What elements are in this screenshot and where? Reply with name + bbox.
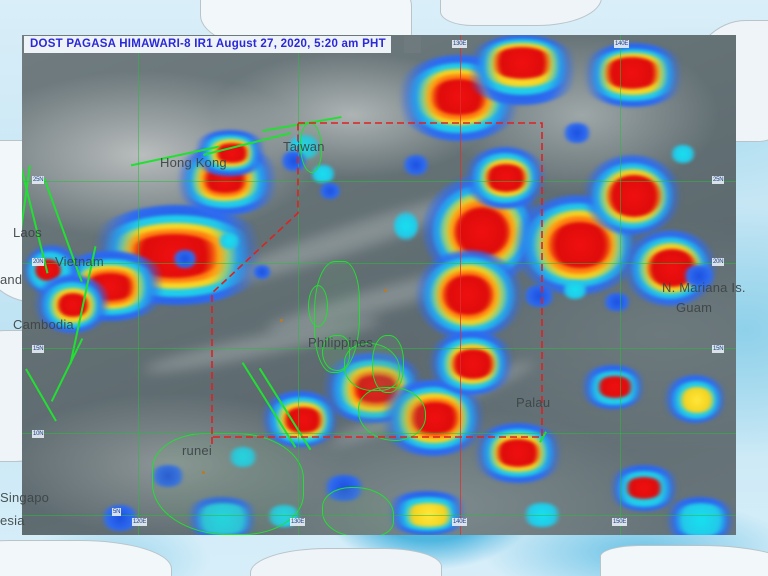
grid-label-20n: 20N — [32, 258, 45, 266]
convective-cell — [282, 407, 324, 433]
station-marker — [202, 471, 205, 474]
convective-cell — [402, 155, 430, 175]
convective-cell — [450, 349, 496, 379]
meridian-120e — [138, 35, 139, 535]
landmass-east-china — [440, 0, 602, 26]
grid-label-10n: 10N — [32, 430, 45, 438]
parallel-15n — [22, 348, 736, 349]
map-label-laos: Laos — [13, 225, 42, 240]
convective-cell — [484, 164, 528, 192]
map-label-taiwan: Taiwan — [283, 139, 325, 154]
convective-cell — [562, 123, 592, 143]
convective-cell — [490, 47, 554, 79]
convective-cell — [442, 275, 494, 315]
meridian-150e — [620, 35, 621, 535]
grid-label-15n: 15N — [712, 345, 725, 353]
convective-cell — [394, 211, 418, 241]
grid-label-25n: 25N — [32, 176, 45, 184]
station-marker — [280, 319, 283, 322]
convective-cell — [172, 250, 198, 268]
map-label-palau: Palau — [516, 395, 551, 410]
parallel-20n — [22, 263, 736, 264]
grid-label-140e: 140E — [452, 518, 468, 526]
coastline-borneo — [152, 433, 304, 535]
map-label-guam: Guam — [676, 300, 713, 315]
grid-label-120e: 120E — [132, 518, 148, 526]
grid-label-15n: 15N — [32, 345, 45, 353]
map-label-n-mariana-is: N. Mariana Is. — [662, 280, 746, 295]
meridian-140e — [460, 35, 461, 535]
convective-cell — [548, 222, 612, 268]
parallel-5n — [22, 515, 736, 516]
landmass-borneo-south — [250, 548, 442, 576]
parallel-10n — [22, 433, 736, 434]
grid-label-25n: 25N — [712, 176, 725, 184]
grid-label-130e: 130E — [290, 518, 306, 526]
convective-cell — [670, 145, 696, 163]
convective-cell — [494, 439, 542, 467]
coastline-samar — [372, 335, 404, 393]
map-label-singapore: Singapo — [0, 490, 50, 505]
map-label-thailand: and — [0, 272, 23, 287]
convective-cell — [252, 265, 272, 279]
convective-cell — [218, 233, 240, 249]
parallel-25n — [22, 181, 736, 182]
map-label-brunei: runei — [182, 443, 212, 458]
convective-cell — [678, 387, 716, 413]
convective-cell — [606, 175, 662, 217]
convective-cell — [602, 293, 632, 311]
convective-cell — [596, 376, 634, 398]
grid-label-140e: 140E — [614, 40, 630, 48]
landmass-new-guinea — [600, 545, 768, 576]
coastline-luzon-west — [308, 285, 328, 327]
coastline-sulawesi — [322, 487, 394, 535]
map-label-indonesia: esia — [0, 513, 25, 528]
convective-cell — [602, 57, 662, 89]
convective-cell — [562, 281, 588, 299]
convective-cell — [624, 477, 664, 499]
grid-label-5n: 5N — [112, 508, 122, 516]
map-label-philippines: Philippines — [308, 335, 374, 350]
satellite-image-panel — [22, 35, 736, 535]
title-end-swatch — [404, 36, 421, 53]
map-label-vietnam: Vietnam — [55, 254, 104, 269]
meridian-130e — [298, 35, 299, 535]
grid-label-130e: 130E — [452, 40, 468, 48]
convective-cell — [672, 503, 730, 535]
convective-cell — [522, 285, 556, 307]
map-label-hong-kong: Hong Kong — [160, 155, 227, 170]
grid-label-20n: 20N — [712, 258, 725, 266]
station-marker — [384, 289, 387, 292]
grid-label-150e: 150E — [612, 518, 628, 526]
image-title: DOST PAGASA HIMAWARI-8 IR1 August 27, 20… — [24, 36, 391, 53]
convective-cell — [318, 183, 342, 199]
convective-cell — [682, 265, 716, 287]
map-label-cambodia: Cambodia — [13, 317, 74, 332]
landmass-sumatra — [0, 540, 172, 576]
